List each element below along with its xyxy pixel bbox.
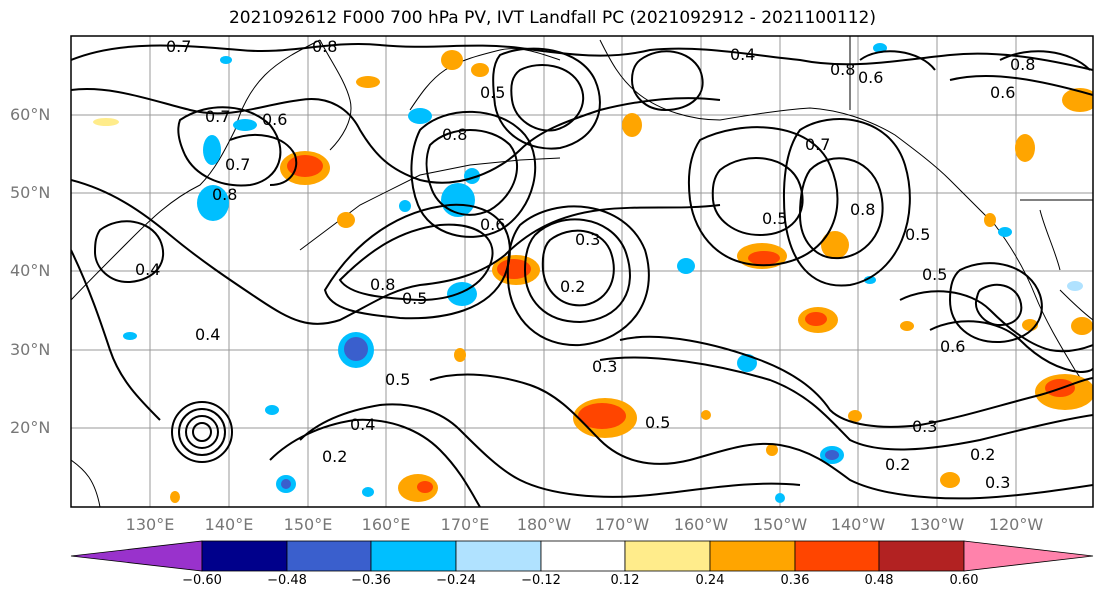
contour-label: 0.2 [885, 455, 910, 474]
contour-label: 0.4 [195, 325, 220, 344]
map-frame [70, 35, 1094, 508]
lon-label: 150°E [283, 515, 333, 534]
contour-label: 0.6 [940, 337, 965, 356]
typhoon-contours [171, 401, 233, 463]
contour-label: 0.6 [858, 68, 883, 87]
lon-label: 150°W [752, 515, 808, 534]
contour-label: 0.7 [166, 37, 191, 56]
contour-label: 0.8 [442, 125, 467, 144]
colorbar-tick-label: −0.24 [436, 573, 476, 588]
contour-label: 0.8 [850, 200, 875, 219]
colorbar-tick-label: 0.12 [610, 573, 640, 588]
contour-label: 0.2 [560, 277, 585, 296]
contour-label: 0.2 [322, 447, 347, 466]
pv-contours [71, 42, 1093, 507]
colorbar-tick-label: 0.60 [949, 573, 979, 588]
colorbar-tick-label: 0.48 [864, 573, 894, 588]
colorbar-tick-label: −0.60 [182, 573, 222, 588]
contour-labels: 0.8 0.7 0.4 0.8 0.6 0.6 0.5 0.8 0.7 0.6 … [135, 37, 1035, 492]
colorbar [70, 540, 1094, 572]
contour-label: 0.5 [645, 413, 670, 432]
map-plot-area: 0.8 0.7 0.4 0.8 0.6 0.6 0.5 0.8 0.7 0.6 … [71, 36, 1093, 507]
lon-label: 130°E [125, 515, 175, 534]
contour-label: 0.8 [370, 275, 395, 294]
contour-label: 0.3 [912, 417, 937, 436]
lon-label: 180°W [516, 515, 572, 534]
lon-label: 120°W [988, 515, 1044, 534]
lat-label: 20°N [10, 418, 51, 437]
contour-label: 0.5 [480, 83, 505, 102]
colorbar-segment [540, 540, 626, 572]
contour-label: 0.7 [805, 135, 830, 154]
colorbar-tick-label: −0.12 [521, 573, 561, 588]
contour-label: 0.3 [985, 473, 1010, 492]
map-title: 2021092612 F000 700 hPa PV, IVT Landfall… [228, 8, 876, 28]
contour-label: 0.8 [212, 185, 237, 204]
colorbar-extend-right [963, 540, 1094, 572]
lon-label: 140°W [830, 515, 886, 534]
positive-anomalies [93, 50, 1093, 503]
lon-label: 160°W [673, 515, 729, 534]
colorbar-segment [201, 540, 288, 572]
contour-label: 0.6 [990, 83, 1015, 102]
contour-label: 0.4 [350, 415, 375, 434]
contour-label: 0.5 [762, 209, 787, 228]
contour-label: 0.6 [262, 110, 287, 129]
contour-label: 0.5 [385, 370, 410, 389]
colorbar-extend-left [70, 540, 203, 572]
lat-label: 50°N [10, 183, 51, 202]
colorbar-segment [794, 540, 880, 572]
colorbar-segment [878, 540, 965, 572]
colorbar-tick-label: −0.48 [267, 573, 307, 588]
contour-label: 0.2 [970, 445, 995, 464]
lat-label: 40°N [10, 261, 51, 280]
colorbar-tick-label: 0.36 [780, 573, 810, 588]
contour-label: 0.4 [730, 45, 755, 64]
contour-label: 0.3 [592, 357, 617, 376]
lon-label: 170°E [440, 515, 490, 534]
colorbar-segment [286, 540, 372, 572]
colorbar-segment [709, 540, 796, 572]
contour-label: 0.7 [205, 107, 230, 126]
contour-label: 0.8 [830, 60, 855, 79]
colorbar-segment [624, 540, 711, 572]
lon-label: 130°W [909, 515, 965, 534]
contour-label: 0.7 [225, 155, 250, 174]
lon-label: 160°E [361, 515, 411, 534]
colorbar-tick-label: 0.24 [695, 573, 725, 588]
colorbar-segment [370, 540, 457, 572]
negative-anomalies [123, 43, 1083, 503]
contour-label: 0.8 [312, 37, 337, 56]
coastlines [71, 36, 1093, 507]
lat-label: 30°N [10, 340, 51, 359]
contour-label: 0.5 [922, 265, 947, 284]
lon-label: 140°E [204, 515, 254, 534]
lat-label: 60°N [10, 105, 51, 124]
contour-label: 0.3 [575, 230, 600, 249]
contour-label: 0.6 [480, 215, 505, 234]
colorbar-segment [455, 540, 542, 572]
colorbar-tick-label: −0.36 [351, 573, 391, 588]
lon-label: 170°W [594, 515, 650, 534]
contour-label: 0.5 [402, 289, 427, 308]
contour-label: 0.4 [135, 260, 160, 279]
contour-label: 0.5 [905, 225, 930, 244]
contour-label: 0.8 [1010, 55, 1035, 74]
